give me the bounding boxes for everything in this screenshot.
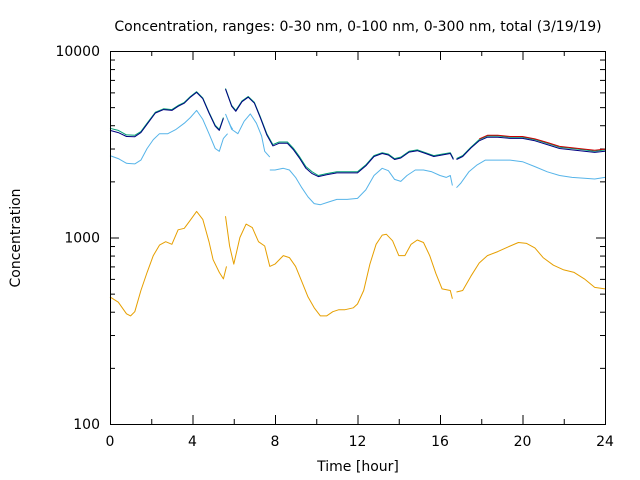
x-tick-label: 24 (596, 434, 614, 450)
x-tick-label: 8 (271, 434, 280, 450)
series-line-1 (456, 242, 606, 293)
y-axis-label: Concentration (8, 188, 24, 287)
series-line-5 (225, 88, 454, 178)
series-line-2 (269, 167, 453, 206)
series-line-1 (225, 216, 453, 317)
series-line-5 (109, 91, 224, 138)
series-layer (109, 88, 606, 317)
x-tick-label: 16 (431, 434, 449, 450)
series-line-3 (456, 135, 606, 160)
series-line-5 (456, 136, 606, 160)
y-tick-label: 10000 (55, 44, 100, 60)
series-line-6 (478, 134, 606, 151)
y-tick-label: 1000 (64, 231, 100, 247)
x-tick-label: 12 (349, 434, 367, 450)
plot-frame (110, 51, 606, 425)
tick-labels: 0 4 8 12 16 20 24 100 1000 10000 (55, 44, 614, 450)
series-line-4 (228, 121, 234, 130)
x-axis-label: Time [hour] (316, 459, 399, 475)
x-tick-label: 4 (188, 434, 197, 450)
y-tick-label: 100 (73, 417, 100, 433)
series-line-2 (225, 113, 271, 158)
series-line-1 (109, 210, 227, 317)
chart-title: Concentration, ranges: 0-30 nm, 0-100 nm… (114, 19, 601, 35)
series-line-2 (109, 109, 228, 165)
axis-ticks (110, 51, 606, 425)
x-tick-label: 20 (514, 434, 532, 450)
series-line-2 (456, 159, 606, 189)
x-tick-label: 0 (106, 434, 115, 450)
